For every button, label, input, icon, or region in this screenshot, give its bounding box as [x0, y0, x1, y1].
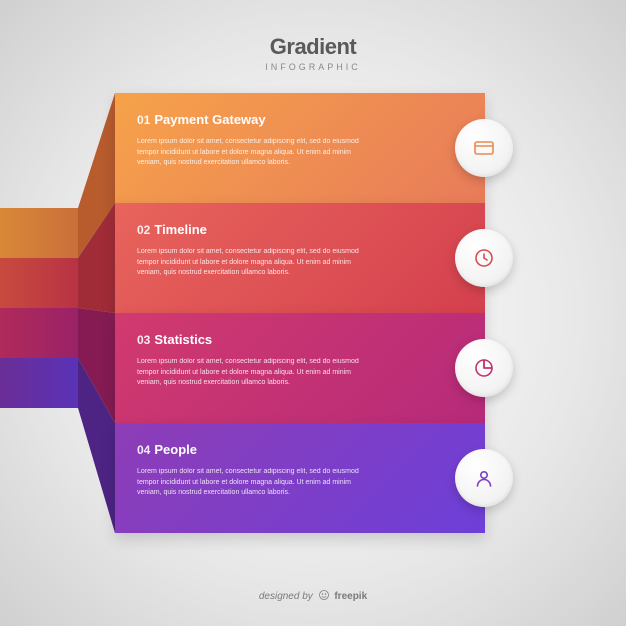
- infographic-stage: 01 Payment Gateway Lorem ipsum dolor sit a…: [0, 93, 626, 533]
- footer-brand: freepik: [334, 591, 367, 602]
- left-stub-3: [0, 308, 78, 358]
- card-icon: [455, 119, 513, 177]
- item-body: Lorem ipsum dolor sit amet, consectetur …: [137, 247, 377, 279]
- item-label: People: [154, 442, 197, 457]
- left-stub-1: [0, 208, 78, 258]
- item-label: Statistics: [154, 332, 212, 347]
- title-subtitle: INFOGRAPHIC: [0, 62, 626, 72]
- pie-icon: [455, 339, 513, 397]
- left-stub-4: [0, 358, 78, 408]
- item-label: Payment Gateway: [154, 112, 265, 127]
- panel-1: 01 Payment Gateway Lorem ipsum dolor sit a…: [115, 93, 485, 203]
- item-number: 01: [137, 113, 150, 127]
- item-label: Timeline: [154, 222, 207, 237]
- title-block: Gradient INFOGRAPHIC: [0, 34, 626, 72]
- person-icon: [455, 449, 513, 507]
- panel-4: 04 People Lorem ipsum dolor sit amet, cons…: [115, 423, 485, 533]
- attribution-footer: designed by freepik: [0, 589, 626, 602]
- item-body: Lorem ipsum dolor sit amet, consectetur …: [137, 137, 377, 169]
- panel-3: 03 Statistics Lorem ipsum dolor sit amet, …: [115, 313, 485, 423]
- item-number: 04: [137, 443, 150, 457]
- freepik-logo-icon: [318, 589, 330, 601]
- item-body: Lorem ipsum dolor sit amet, consectetur …: [137, 467, 377, 499]
- item-number: 02: [137, 223, 150, 237]
- clock-icon: [455, 229, 513, 287]
- item-body: Lorem ipsum dolor sit amet, consectetur …: [137, 357, 377, 389]
- panel-2: 02 Timeline Lorem ipsum dolor sit amet, co…: [115, 203, 485, 313]
- item-number: 03: [137, 333, 150, 347]
- left-stub-2: [0, 258, 78, 308]
- footer-prefix: designed by: [259, 591, 313, 602]
- title-main: Gradient: [0, 34, 626, 60]
